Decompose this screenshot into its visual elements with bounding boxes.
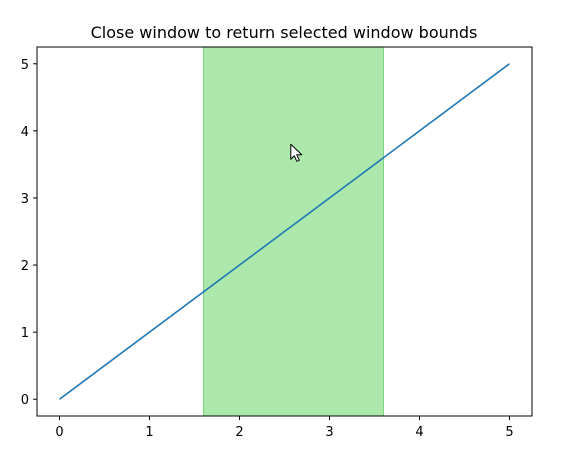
- selected-span-layer[interactable]: [203, 46, 384, 417]
- y-axis-ticks: 0 1 2 3 4 5: [21, 58, 37, 408]
- series-line-layer: [59, 63, 510, 400]
- series-line: [59, 63, 510, 400]
- y-tick-label: 1: [21, 326, 29, 341]
- x-tick-label: 1: [145, 425, 153, 440]
- x-tick-label: 4: [415, 425, 423, 440]
- mouse-pointer-icon: [290, 143, 303, 162]
- y-tick-label: 4: [21, 125, 29, 140]
- cursor-arrow-shape: [290, 143, 303, 162]
- y-tick-label: 5: [21, 58, 29, 73]
- axes-frame: [36, 46, 533, 417]
- y-tick-label: 0: [21, 393, 29, 408]
- y-tick-label: 2: [21, 259, 29, 274]
- selected-span[interactable]: [203, 46, 384, 417]
- x-tick-label: 2: [235, 425, 243, 440]
- cursor-layer: [290, 143, 303, 162]
- x-axis-ticks: 0 1 2 3 4 5: [55, 416, 514, 440]
- y-tick-label: 3: [21, 192, 29, 207]
- x-tick-label: 3: [325, 425, 333, 440]
- x-tick-label: 5: [505, 425, 513, 440]
- chart-title: Close window to return selected window b…: [91, 23, 478, 42]
- x-tick-label: 0: [55, 425, 63, 440]
